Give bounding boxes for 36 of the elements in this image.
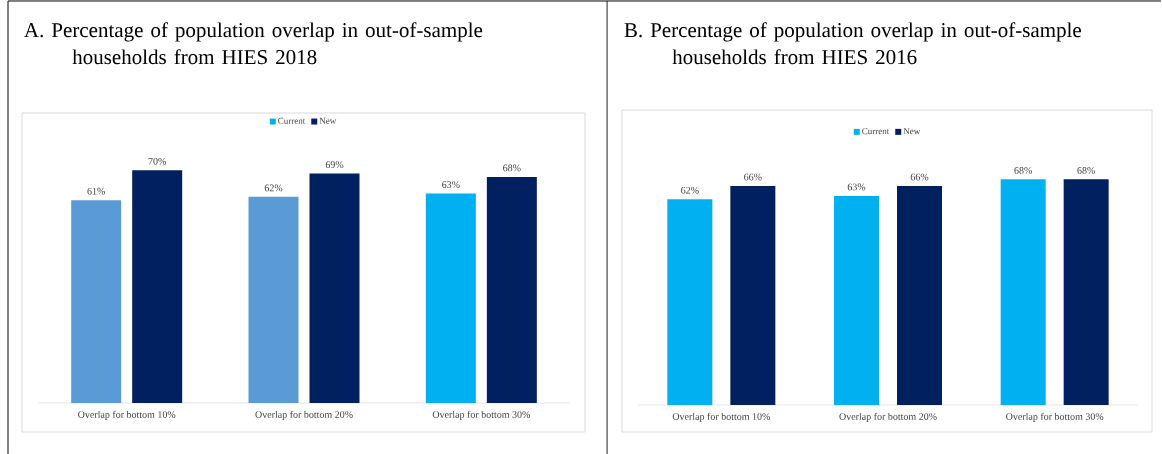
bar bbox=[486, 176, 537, 403]
legend-label: Current bbox=[862, 128, 890, 135]
bar bbox=[248, 196, 299, 403]
bar bbox=[897, 185, 942, 405]
x-tick-label: Overlap for bottom 20% bbox=[839, 412, 937, 422]
data-label: 69% bbox=[325, 161, 344, 169]
data-label: 68% bbox=[1014, 167, 1032, 174]
legend-label: New bbox=[903, 128, 921, 135]
chart-title: B. Percentage of population overlap in out-of-sample households from HIES 2016 bbox=[624, 22, 1081, 65]
bar bbox=[730, 185, 776, 405]
data-label: 70% bbox=[148, 157, 167, 165]
bar bbox=[834, 195, 879, 405]
data-label: 66% bbox=[910, 173, 929, 181]
x-tick-label: Overlap for bottom 10% bbox=[672, 412, 771, 422]
bar bbox=[667, 199, 713, 405]
chart-title: A. Percentage of population overlap in out-of-sample households from HIES 2018 bbox=[24, 22, 483, 65]
data-label: 62% bbox=[264, 184, 283, 192]
bar bbox=[309, 173, 360, 403]
bar bbox=[71, 200, 122, 403]
legend-label: Current bbox=[278, 117, 306, 124]
bar bbox=[1063, 179, 1109, 405]
data-label: 63% bbox=[442, 181, 460, 188]
bar bbox=[425, 193, 476, 403]
x-tick-label: Overlap for bottom 10% bbox=[78, 410, 176, 420]
x-tick-label: Overlap for bottom 30% bbox=[432, 410, 531, 420]
bar bbox=[132, 170, 183, 403]
data-label: 61% bbox=[87, 187, 106, 195]
legend-label: New bbox=[319, 117, 337, 124]
data-label: 63% bbox=[847, 183, 866, 191]
data-label: 68% bbox=[503, 164, 521, 172]
data-label: 66% bbox=[744, 173, 762, 181]
data-label: 68% bbox=[1077, 167, 1095, 174]
bar bbox=[1000, 179, 1046, 405]
x-tick-label: Overlap for bottom 20% bbox=[255, 410, 353, 420]
data-label: 62% bbox=[681, 186, 699, 194]
x-tick-label: Overlap for bottom 30% bbox=[1006, 412, 1104, 422]
